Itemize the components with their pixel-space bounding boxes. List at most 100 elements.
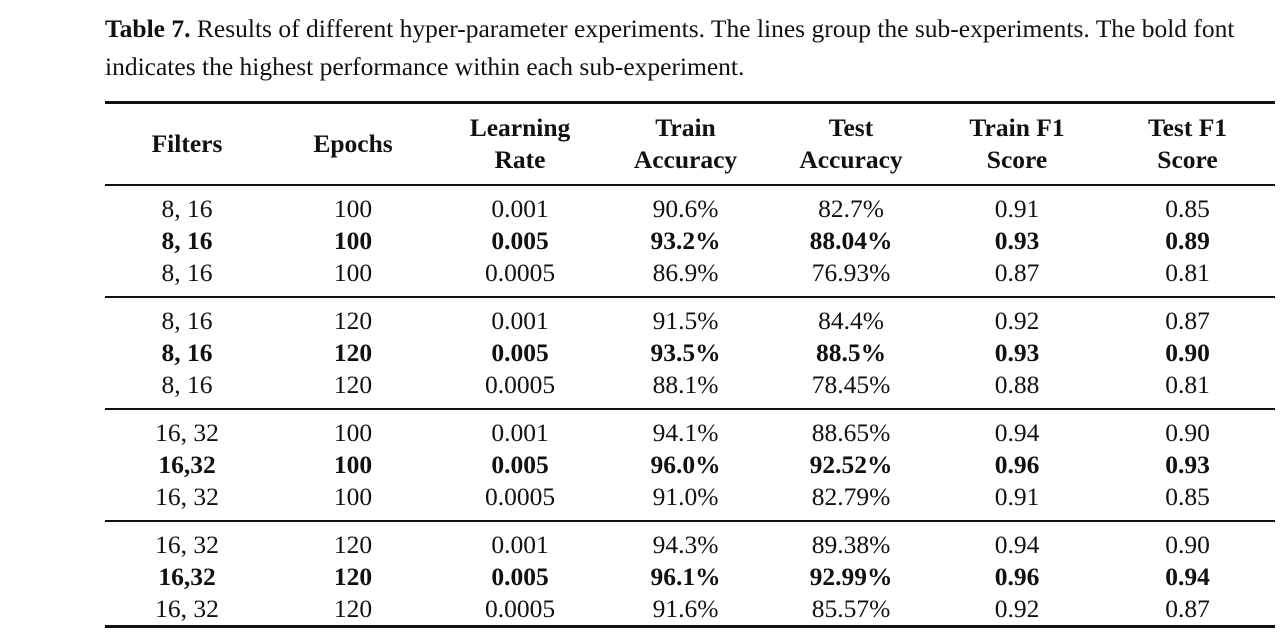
cell-learning-rate: 0.001 [491,418,549,447]
cell-epochs: 100 [333,418,373,447]
table-row: 16,32 120 0.005 96.1% 92.99% 0.96 0.94 [105,561,1275,593]
header-learning-rate: Learning Rate [469,113,571,174]
header-train-f1: Train F1 Score [969,113,1065,174]
cell-test-f1: 0.87 [1165,306,1210,335]
cell-learning-rate: 0.0005 [484,594,556,623]
cell-test-f1: 0.90 [1165,418,1210,447]
cell-learning-rate: 0.005 [491,562,549,591]
table-caption: Table 7. Results of different hyper-para… [105,10,1275,86]
cell-filters: 8, 16 [161,306,213,335]
table-row: 8, 16 120 0.001 91.5% 84.4% 0.92 0.87 [105,297,1275,337]
cell-test-f1: 0.94 [1165,562,1210,591]
cell-train-accuracy: 90.6% [652,194,719,223]
cell-epochs: 100 [333,258,373,287]
cell-test-accuracy: 84.4% [818,306,884,335]
cell-train-f1: 0.88 [994,370,1040,399]
cell-test-accuracy: 88.04% [809,226,893,255]
cell-learning-rate: 0.001 [491,530,549,559]
cell-test-f1: 0.89 [1165,226,1210,255]
cell-epochs: 120 [333,594,373,623]
cell-train-accuracy: 86.9% [652,258,719,287]
table-body: 8, 16 100 0.001 90.6% 82.7% 0.91 0.85 8, 16 100 0… [105,185,1275,627]
cell-train-accuracy: 93.5% [650,338,721,367]
cell-train-f1: 0.87 [994,258,1040,287]
cell-test-accuracy: 88.65% [811,418,891,447]
cell-learning-rate: 0.0005 [484,370,556,399]
cell-train-accuracy: 91.6% [652,594,719,623]
table-row: 16, 32 120 0.001 94.3% 89.38% 0.94 0.90 [105,521,1275,561]
cell-train-f1: 0.94 [994,418,1040,447]
cell-learning-rate: 0.0005 [484,482,556,511]
cell-epochs: 100 [333,194,373,223]
caption-text: Results of different hyper-parameter exp… [105,14,1235,81]
cell-learning-rate: 0.0005 [484,258,556,287]
cell-test-f1: 0.81 [1165,370,1210,399]
table-row: 16, 32 120 0.0005 91.6% 85.57% 0.92 0.87 [105,593,1275,627]
table-header-row: Filters Epochs Learning Rate Train Accur… [105,102,1275,185]
cell-train-accuracy: 94.3% [652,530,719,559]
cell-test-accuracy: 92.99% [809,562,893,591]
cell-epochs: 120 [333,338,373,367]
cell-train-accuracy: 94.1% [652,418,719,447]
table-row: 8, 16 100 0.0005 86.9% 76.93% 0.87 0.81 [105,257,1275,297]
cell-train-accuracy: 88.1% [652,370,719,399]
cell-test-accuracy: 76.93% [811,258,891,287]
cell-filters: 16,32 [158,450,216,479]
cell-train-f1: 0.93 [994,226,1040,255]
header-test-accuracy: Test Accuracy [799,113,903,174]
cell-train-f1: 0.96 [994,562,1040,591]
cell-train-f1: 0.92 [994,594,1040,623]
results-table: Filters Epochs Learning Rate Train Accur… [105,101,1275,628]
table-row: 8, 16 100 0.001 90.6% 82.7% 0.91 0.85 [105,185,1275,225]
table-row: 16, 32 100 0.0005 91.0% 82.79% 0.91 0.85 [105,481,1275,521]
cell-test-f1: 0.85 [1165,482,1210,511]
header-filters: Filters [151,129,223,158]
cell-test-accuracy: 88.5% [815,338,887,367]
cell-epochs: 120 [333,306,373,335]
cell-filters: 16, 32 [155,418,219,447]
cell-epochs: 100 [333,482,373,511]
cell-learning-rate: 0.005 [491,226,549,255]
cell-test-f1: 0.90 [1165,338,1210,367]
cell-train-accuracy: 96.1% [650,562,721,591]
cell-train-f1: 0.92 [994,306,1040,335]
cell-epochs: 100 [333,450,373,479]
cell-epochs: 120 [333,530,373,559]
cell-test-f1: 0.85 [1165,194,1210,223]
cell-learning-rate: 0.005 [491,338,549,367]
table-row: 16, 32 100 0.001 94.1% 88.65% 0.94 0.90 [105,409,1275,449]
cell-test-f1: 0.93 [1165,450,1210,479]
table-row: 16,32 100 0.005 96.0% 92.52% 0.96 0.93 [105,449,1275,481]
cell-test-accuracy: 85.57% [811,594,891,623]
cell-filters: 8, 16 [161,194,213,223]
table-row: 8, 16 120 0.0005 88.1% 78.45% 0.88 0.81 [105,369,1275,409]
cell-test-accuracy: 89.38% [811,530,891,559]
cell-filters: 16, 32 [155,594,219,623]
header-train-accuracy: Train Accuracy [633,113,738,174]
cell-filters: 8, 16 [161,258,213,287]
cell-filters: 16, 32 [155,530,219,559]
cell-test-accuracy: 82.7% [818,194,884,223]
cell-learning-rate: 0.001 [491,194,549,223]
header-epochs: Epochs [313,129,393,158]
cell-train-accuracy: 93.2% [650,226,721,255]
cell-learning-rate: 0.001 [491,306,549,335]
results-table-container: Filters Epochs Learning Rate Train Accur… [105,101,1275,628]
caption-label: Table 7. [105,14,191,43]
table-row: 8, 16 120 0.005 93.5% 88.5% 0.93 0.90 [105,337,1275,369]
cell-train-f1: 0.96 [994,450,1040,479]
cell-filters: 16,32 [158,562,216,591]
cell-train-f1: 0.91 [994,482,1040,511]
header-test-f1: Test F1 Score [1147,113,1228,174]
cell-train-accuracy: 91.0% [652,482,719,511]
cell-learning-rate: 0.005 [491,450,549,479]
cell-filters: 8, 16 [161,226,213,255]
cell-train-f1: 0.93 [994,338,1040,367]
cell-test-accuracy: 78.45% [811,370,891,399]
cell-train-f1: 0.91 [994,194,1040,223]
cell-epochs: 100 [333,226,373,255]
cell-train-accuracy: 91.5% [652,306,719,335]
cell-test-accuracy: 92.52% [809,450,893,479]
cell-train-f1: 0.94 [994,530,1040,559]
cell-epochs: 120 [333,562,373,591]
